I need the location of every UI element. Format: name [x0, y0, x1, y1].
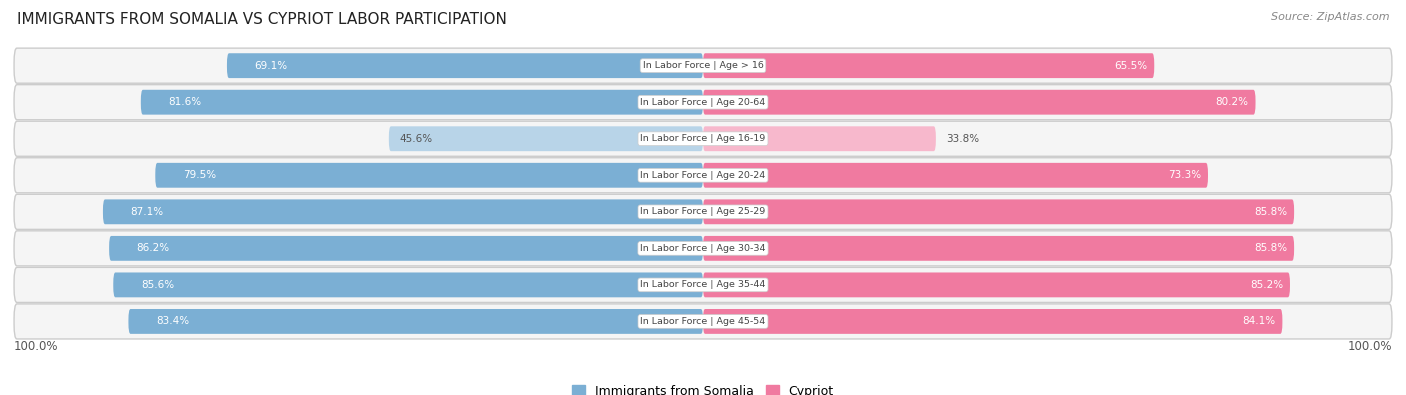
FancyBboxPatch shape	[703, 90, 1256, 115]
FancyBboxPatch shape	[389, 126, 703, 151]
Text: In Labor Force | Age 45-54: In Labor Force | Age 45-54	[640, 317, 766, 326]
Text: 100.0%: 100.0%	[14, 340, 59, 354]
Text: In Labor Force | Age 25-29: In Labor Force | Age 25-29	[640, 207, 766, 216]
FancyBboxPatch shape	[14, 121, 1392, 156]
Text: 69.1%: 69.1%	[254, 61, 288, 71]
FancyBboxPatch shape	[14, 304, 1392, 339]
Text: 85.8%: 85.8%	[1254, 207, 1288, 217]
Text: In Labor Force | Age 35-44: In Labor Force | Age 35-44	[640, 280, 766, 290]
FancyBboxPatch shape	[14, 267, 1392, 303]
Text: IMMIGRANTS FROM SOMALIA VS CYPRIOT LABOR PARTICIPATION: IMMIGRANTS FROM SOMALIA VS CYPRIOT LABOR…	[17, 12, 506, 27]
Text: 45.6%: 45.6%	[399, 134, 432, 144]
FancyBboxPatch shape	[14, 48, 1392, 83]
Text: 81.6%: 81.6%	[169, 97, 201, 107]
Text: 85.2%: 85.2%	[1250, 280, 1284, 290]
Text: In Labor Force | Age 20-64: In Labor Force | Age 20-64	[640, 98, 766, 107]
FancyBboxPatch shape	[703, 126, 936, 151]
FancyBboxPatch shape	[155, 163, 703, 188]
Text: In Labor Force | Age 20-24: In Labor Force | Age 20-24	[640, 171, 766, 180]
FancyBboxPatch shape	[128, 309, 703, 334]
FancyBboxPatch shape	[703, 273, 1289, 297]
Text: In Labor Force | Age 16-19: In Labor Force | Age 16-19	[640, 134, 766, 143]
FancyBboxPatch shape	[703, 309, 1282, 334]
FancyBboxPatch shape	[703, 53, 1154, 78]
Text: 85.6%: 85.6%	[141, 280, 174, 290]
Text: 83.4%: 83.4%	[156, 316, 188, 326]
FancyBboxPatch shape	[14, 231, 1392, 266]
Text: Source: ZipAtlas.com: Source: ZipAtlas.com	[1271, 12, 1389, 22]
FancyBboxPatch shape	[114, 273, 703, 297]
Text: 73.3%: 73.3%	[1168, 170, 1201, 180]
FancyBboxPatch shape	[14, 85, 1392, 120]
Text: 65.5%: 65.5%	[1114, 61, 1147, 71]
Text: 79.5%: 79.5%	[183, 170, 217, 180]
Text: In Labor Force | Age 30-34: In Labor Force | Age 30-34	[640, 244, 766, 253]
Text: 100.0%: 100.0%	[1347, 340, 1392, 354]
Text: In Labor Force | Age > 16: In Labor Force | Age > 16	[643, 61, 763, 70]
Text: 85.8%: 85.8%	[1254, 243, 1288, 253]
FancyBboxPatch shape	[103, 199, 703, 224]
FancyBboxPatch shape	[110, 236, 703, 261]
Text: 86.2%: 86.2%	[136, 243, 170, 253]
FancyBboxPatch shape	[703, 199, 1294, 224]
FancyBboxPatch shape	[14, 158, 1392, 193]
FancyBboxPatch shape	[703, 163, 1208, 188]
FancyBboxPatch shape	[226, 53, 703, 78]
Text: 80.2%: 80.2%	[1216, 97, 1249, 107]
Legend: Immigrants from Somalia, Cypriot: Immigrants from Somalia, Cypriot	[572, 385, 834, 395]
Text: 84.1%: 84.1%	[1243, 316, 1275, 326]
FancyBboxPatch shape	[141, 90, 703, 115]
FancyBboxPatch shape	[14, 194, 1392, 229]
Text: 87.1%: 87.1%	[131, 207, 163, 217]
Text: 33.8%: 33.8%	[946, 134, 980, 144]
FancyBboxPatch shape	[703, 236, 1294, 261]
